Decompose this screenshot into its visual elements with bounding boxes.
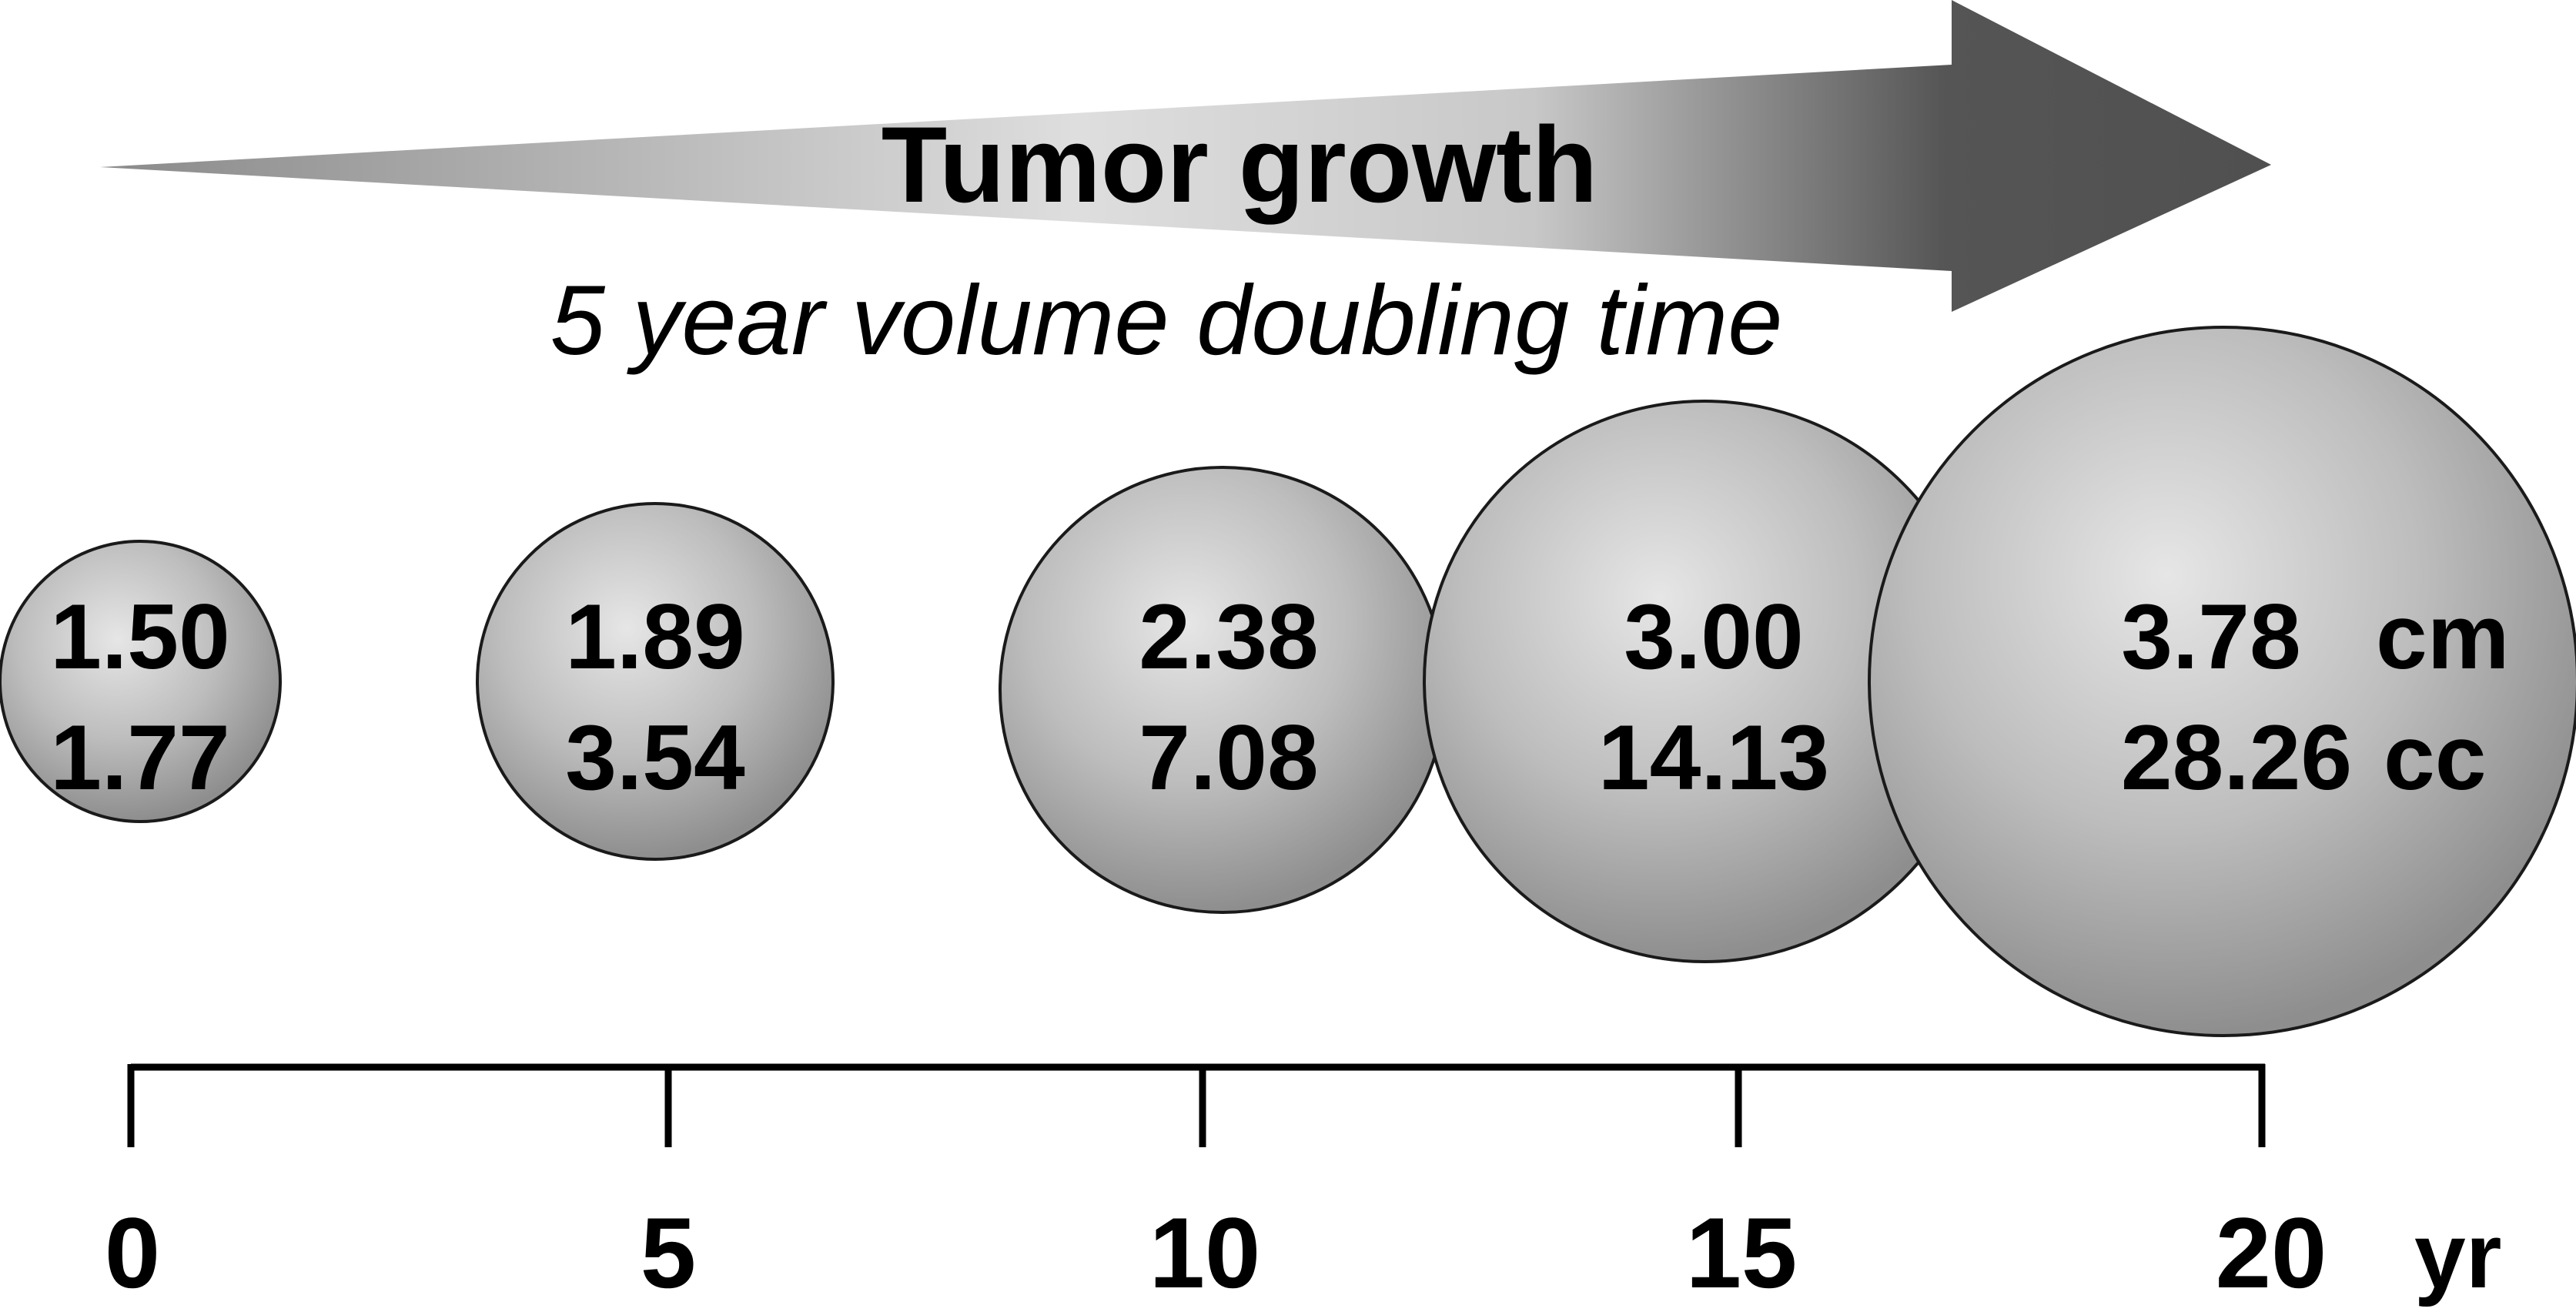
diameter-label: 3.78 <box>2121 585 2301 688</box>
volume-unit-label: cc <box>2384 706 2486 809</box>
tumor-sphere-year-10 <box>999 466 1447 914</box>
axis-tick-label: 5 <box>641 1197 696 1309</box>
tumor-sphere-year-20 <box>1868 326 2576 1037</box>
axis-tick-label: 0 <box>105 1197 160 1309</box>
time-axis <box>127 1063 2266 1147</box>
volume-label: 3.54 <box>565 706 745 809</box>
axis-tick-label: 15 <box>1686 1197 1798 1309</box>
time-unit-label: yr <box>2414 1204 2501 1307</box>
volume-label: 28.26 <box>2121 706 2352 809</box>
diagram-title: Tumor growth <box>882 104 1598 225</box>
volume-labels: 1.77 3.54 7.08 14.13 28.26 <box>50 706 2352 809</box>
diameter-unit-label: cm <box>2376 585 2509 688</box>
diameter-labels: 1.50 1.89 2.38 3.00 3.78 <box>50 585 2301 688</box>
diagram-subtitle: 5 year volume doubling time <box>550 266 1783 376</box>
tumor-spheres <box>0 326 2576 1037</box>
diameter-label: 1.89 <box>565 585 745 688</box>
tumor-sphere-year-0 <box>0 540 282 823</box>
growth-arrow <box>100 0 2271 312</box>
diameter-label: 2.38 <box>1139 585 1319 688</box>
volume-label: 7.08 <box>1139 706 1319 809</box>
axis-tick-label: 20 <box>2216 1197 2327 1309</box>
volume-label: 14.13 <box>1598 706 1829 809</box>
tumor-sphere-year-5 <box>476 502 835 861</box>
diameter-label: 3.00 <box>1624 585 1804 688</box>
diameter-label: 1.50 <box>50 585 230 688</box>
volume-label: 1.77 <box>50 706 230 809</box>
axis-tick-labels: 0 5 10 15 20 <box>105 1197 2327 1309</box>
axis-tick-label: 10 <box>1149 1197 1261 1309</box>
